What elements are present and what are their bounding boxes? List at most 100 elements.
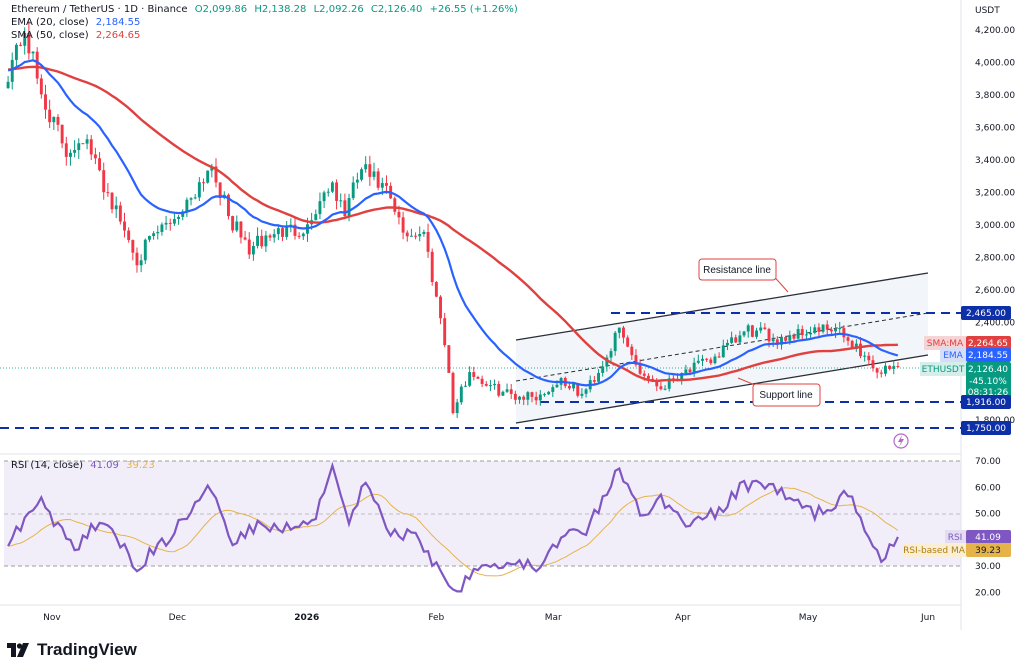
candle xyxy=(118,201,122,225)
candle xyxy=(156,225,160,240)
candle-body xyxy=(821,324,825,332)
candle-body xyxy=(713,356,717,364)
candle xyxy=(522,395,526,406)
svg-text:1,916.00: 1,916.00 xyxy=(966,398,1006,408)
candle-body xyxy=(530,392,534,397)
candle-body xyxy=(89,139,93,155)
candle xyxy=(459,384,463,405)
candle-body xyxy=(393,198,397,212)
candle xyxy=(243,230,247,241)
candle-body xyxy=(414,235,418,237)
candle xyxy=(509,383,513,399)
candle-body xyxy=(110,192,114,210)
candle-body xyxy=(56,116,60,125)
candle-body xyxy=(268,235,272,238)
candle-body xyxy=(322,192,326,202)
candle-body xyxy=(181,211,185,217)
candle xyxy=(409,228,413,237)
candle xyxy=(197,177,201,202)
sma-legend-value: 2,264.65 xyxy=(95,30,141,41)
candle xyxy=(135,247,139,273)
symbol-title[interactable]: Ethereum / TetherUS · 1D · Binance xyxy=(11,4,188,15)
price-tick-label: 3,400.00 xyxy=(975,156,1015,166)
legend-symbol-row[interactable]: Ethereum / TetherUS · 1D · Binance O2,09… xyxy=(11,3,518,16)
candle xyxy=(451,371,455,415)
candle-body xyxy=(227,194,230,217)
candle xyxy=(476,375,480,380)
candle xyxy=(538,390,542,406)
candle xyxy=(19,42,23,47)
candle xyxy=(780,334,783,350)
legend-rsi-row[interactable]: RSI (14, close) 41.09 39.23 xyxy=(11,459,155,472)
candle xyxy=(796,324,800,339)
support-callout-pointer xyxy=(737,377,756,386)
candle xyxy=(705,357,709,363)
candle-body xyxy=(543,394,546,396)
candle xyxy=(247,232,251,259)
candle-body xyxy=(64,143,68,157)
candle-body xyxy=(409,235,413,237)
candle-body xyxy=(692,362,696,373)
rsi-tick-label: 20.00 xyxy=(975,588,1001,598)
candle-body xyxy=(368,164,372,177)
candle xyxy=(143,238,147,265)
candle xyxy=(488,379,492,392)
candle-body xyxy=(430,251,434,283)
tradingview-brand-name: TradingView xyxy=(37,640,137,659)
candle-body xyxy=(567,386,571,389)
candle xyxy=(663,385,667,391)
candle xyxy=(168,218,172,231)
candle-body xyxy=(838,328,842,330)
candle-body xyxy=(264,235,268,247)
candle-body xyxy=(892,366,896,369)
tag-sma: SMA:MA 2,264.65 xyxy=(924,336,1011,350)
price-tick-label: 3,800.00 xyxy=(975,91,1015,101)
candle xyxy=(326,188,330,197)
candle-body xyxy=(513,393,517,400)
candle xyxy=(314,209,318,221)
candle xyxy=(214,158,218,188)
candle-body xyxy=(77,143,81,150)
candle-body xyxy=(734,337,738,343)
candle xyxy=(626,335,630,348)
candle-body xyxy=(281,228,284,237)
candle-body xyxy=(468,372,472,386)
candle-body xyxy=(243,237,247,240)
legend-ema-row[interactable]: EMA (20, close) 2,184.55 xyxy=(11,16,140,29)
candle xyxy=(468,366,472,388)
legend-sma-row[interactable]: SMA (50, close) 2,264.65 xyxy=(11,29,140,42)
candle-body xyxy=(863,355,867,357)
tradingview-footer[interactable]: TradingView xyxy=(7,638,137,662)
candle xyxy=(73,140,77,158)
candle-body xyxy=(580,393,584,396)
svg-text:39.23: 39.23 xyxy=(975,546,1001,556)
candle xyxy=(81,142,85,145)
candle-body xyxy=(896,366,900,368)
candle xyxy=(160,222,164,236)
candle xyxy=(863,351,867,362)
candle xyxy=(447,345,451,374)
tag-level-1916: 1,916.00 xyxy=(961,395,1011,409)
price-tick-label: 2,600.00 xyxy=(975,286,1015,296)
time-tick-label: Jun xyxy=(920,613,935,623)
candle-body xyxy=(189,198,193,200)
candle-body xyxy=(875,368,879,373)
price-tick-label: 4,000.00 xyxy=(975,59,1015,69)
candle-body xyxy=(501,391,505,396)
candle-body xyxy=(60,124,64,144)
svg-text:2,126.40: 2,126.40 xyxy=(968,365,1008,375)
candle xyxy=(759,322,763,334)
candle-body xyxy=(106,192,110,194)
candle-body xyxy=(780,337,783,345)
candle-body xyxy=(538,394,542,401)
candle xyxy=(256,227,260,249)
candle-body xyxy=(343,200,347,217)
candle-body xyxy=(771,339,775,342)
candle-body xyxy=(434,282,438,297)
candle-body xyxy=(638,364,642,374)
candle-body xyxy=(193,197,197,199)
candle xyxy=(218,182,222,206)
candle xyxy=(68,149,72,166)
ohlc-change: +26.55 (+1.26%) xyxy=(429,4,518,15)
svg-text:RSI-based MA: RSI-based MA xyxy=(903,546,966,556)
